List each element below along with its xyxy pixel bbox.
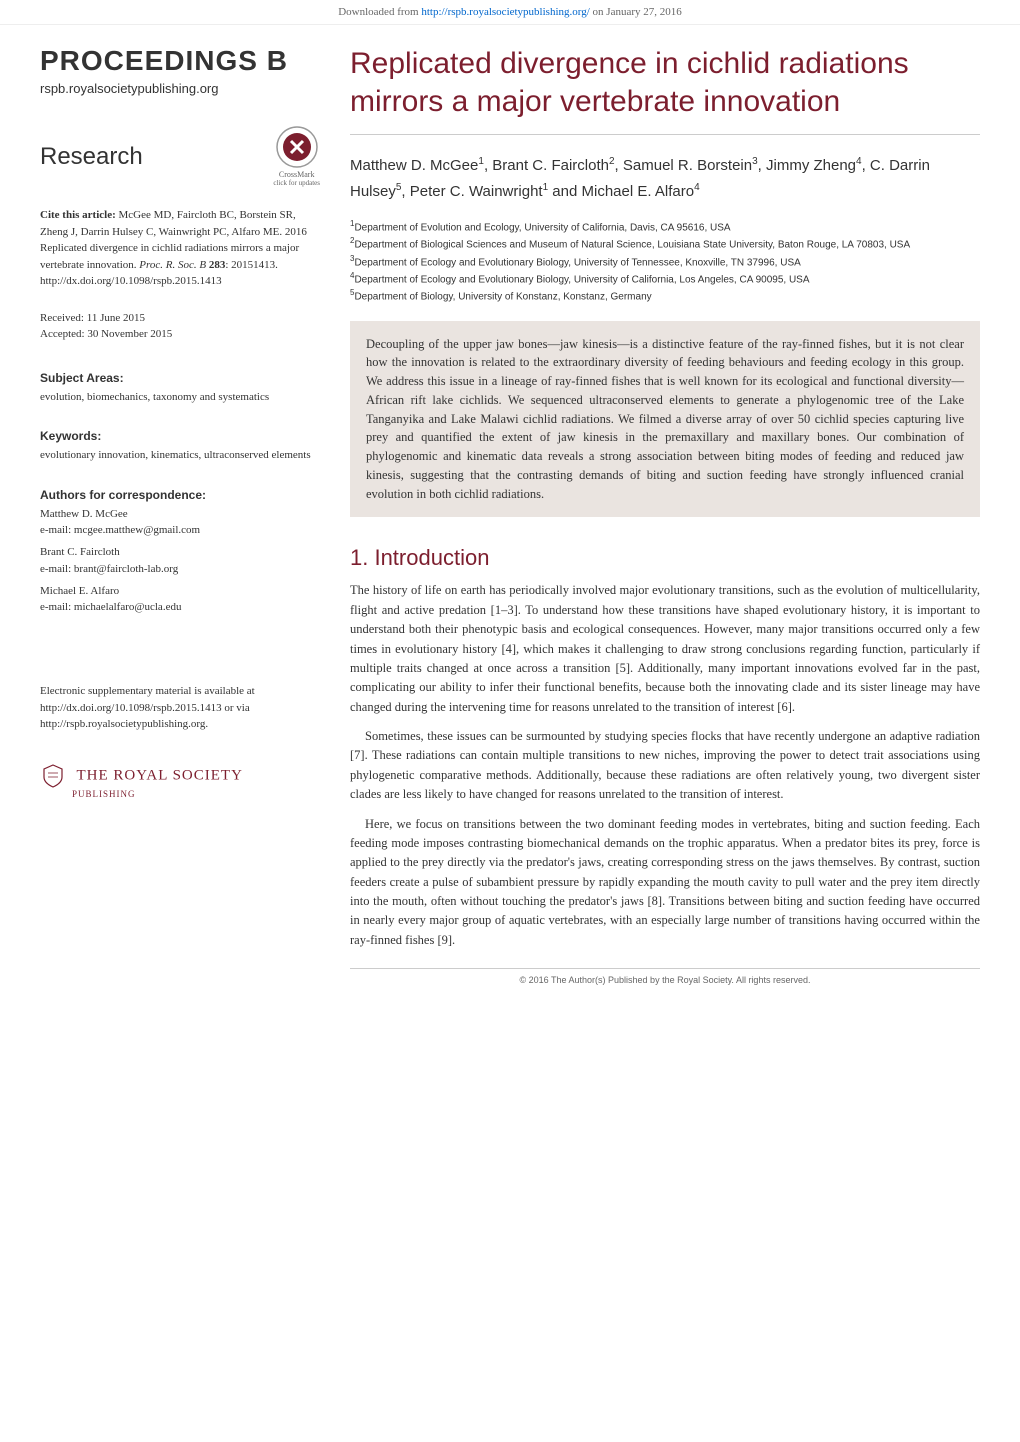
publisher-sub: PUBLISHING — [72, 789, 320, 799]
affiliation-4: 5Department of Biology, University of Ko… — [350, 287, 980, 304]
citation-artnum: : 20151413. — [225, 259, 278, 271]
article-title: Replicated divergence in cichlid radiati… — [350, 45, 980, 135]
subject-areas-body: evolution, biomechanics, taxonomy and sy… — [40, 389, 320, 406]
correspondence-author-1: Brant C. Faircloth e-mail: brant@fairclo… — [40, 544, 320, 575]
correspondence-heading: Authors for correspondence: — [40, 488, 320, 502]
corr-author-name-2: Michael E. Alfaro — [40, 583, 320, 600]
supplementary-note: Electronic supplementary material is ava… — [40, 683, 320, 733]
correspondence-author-0: Matthew D. McGee e-mail: mcgee.matthew@g… — [40, 506, 320, 537]
corr-author-name-1: Brant C. Faircloth — [40, 544, 320, 561]
left-sidebar: PROCEEDINGS B rspb.royalsocietypublishin… — [40, 45, 320, 985]
accepted-date: Accepted: 30 November 2015 — [40, 326, 320, 343]
publisher-logo: THE ROYAL SOCIETY PUBLISHING — [40, 763, 320, 799]
article-type-row: Research CrossMark click for updates — [40, 126, 320, 187]
download-link[interactable]: http://rspb.royalsocietypublishing.org/ — [421, 6, 589, 18]
authors-line: Matthew D. McGee1, Brant C. Faircloth2, … — [350, 153, 980, 204]
publisher-crest-icon — [40, 763, 66, 789]
dates-block: Received: 11 June 2015 Accepted: 30 Nove… — [40, 310, 320, 343]
subject-areas-heading: Subject Areas: — [40, 371, 320, 385]
journal-name: PROCEEDINGS B — [40, 45, 320, 77]
crossmark-icon — [276, 126, 318, 168]
affiliation-0: 1Department of Evolution and Ecology, Un… — [350, 218, 980, 235]
citation-doi: http://dx.doi.org/10.1098/rspb.2015.1413 — [40, 275, 222, 287]
keywords-section: Keywords: evolutionary innovation, kinem… — [40, 429, 320, 464]
received-date: Received: 11 June 2015 — [40, 310, 320, 327]
section-1-para-2: Here, we focus on transitions between th… — [350, 815, 980, 951]
abstract-box: Decoupling of the upper jaw bones—jaw ki… — [350, 321, 980, 518]
keywords-body: evolutionary innovation, kinematics, ult… — [40, 447, 320, 464]
corr-author-email-1: e-mail: brant@faircloth-lab.org — [40, 563, 320, 575]
crossmark-label: CrossMark — [273, 170, 320, 179]
keywords-heading: Keywords: — [40, 429, 320, 443]
citation-block: Cite this article: McGee MD, Faircloth B… — [40, 207, 320, 290]
publisher-name: THE ROYAL SOCIETY — [76, 767, 242, 783]
copyright-line: © 2016 The Author(s) Published by the Ro… — [350, 968, 980, 985]
affiliations-block: 1Department of Evolution and Ecology, Un… — [350, 218, 980, 305]
page-container: PROCEEDINGS B rspb.royalsocietypublishin… — [0, 25, 1020, 1005]
corr-author-email-0: e-mail: mcgee.matthew@gmail.com — [40, 524, 320, 536]
correspondence-author-2: Michael E. Alfaro e-mail: michaelalfaro@… — [40, 583, 320, 614]
correspondence-section: Authors for correspondence: Matthew D. M… — [40, 488, 320, 614]
download-prefix: Downloaded from — [338, 6, 421, 18]
citation-label: Cite this article: — [40, 209, 116, 221]
citation-journal: Proc. R. Soc. B — [139, 259, 206, 271]
crossmark-sublabel: click for updates — [273, 179, 320, 187]
section-1-para-1: Sometimes, these issues can be surmounte… — [350, 727, 980, 805]
main-content: Replicated divergence in cichlid radiati… — [350, 45, 980, 985]
corr-author-name-0: Matthew D. McGee — [40, 506, 320, 523]
corr-author-email-2: e-mail: michaelalfaro@ucla.edu — [40, 601, 320, 613]
article-type: Research — [40, 143, 143, 171]
affiliation-3: 4Department of Ecology and Evolutionary … — [350, 270, 980, 287]
affiliation-2: 3Department of Ecology and Evolutionary … — [350, 253, 980, 270]
section-1-para-0: The history of life on earth has periodi… — [350, 581, 980, 717]
crossmark-badge[interactable]: CrossMark click for updates — [273, 126, 320, 187]
download-suffix: on January 27, 2016 — [590, 6, 682, 18]
subject-areas-section: Subject Areas: evolution, biomechanics, … — [40, 371, 320, 406]
citation-volume: 283 — [209, 259, 226, 271]
journal-url: rspb.royalsocietypublishing.org — [40, 81, 320, 96]
section-1-heading: 1. Introduction — [350, 545, 980, 571]
affiliation-1: 2Department of Biological Sciences and M… — [350, 235, 980, 252]
download-bar: Downloaded from http://rspb.royalsociety… — [0, 0, 1020, 25]
